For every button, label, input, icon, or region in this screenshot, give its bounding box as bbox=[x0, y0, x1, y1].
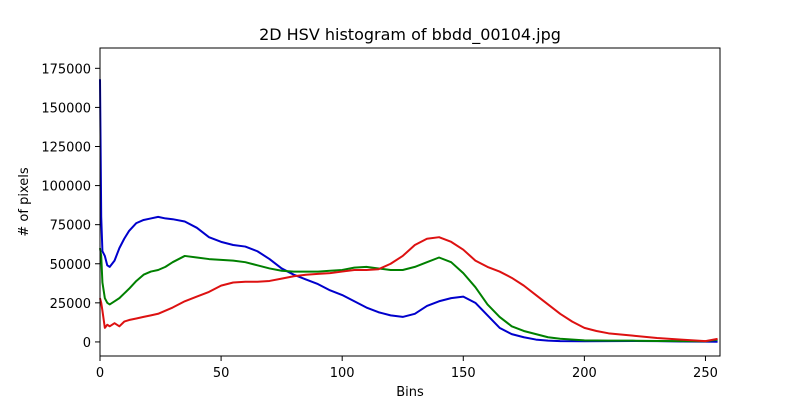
x-tick-label: 50 bbox=[213, 366, 230, 381]
series-line-1 bbox=[99, 79, 718, 343]
plot-frame bbox=[99, 47, 721, 357]
y-tick-label: 50000 bbox=[50, 258, 91, 273]
y-tick-label: 175000 bbox=[41, 62, 91, 77]
x-axis-ticks: 0 50 100 150 200 250 bbox=[96, 356, 718, 381]
x-tick-label: 0 bbox=[96, 366, 104, 381]
y-tick-label: 0 bbox=[83, 336, 91, 351]
series-line-2 bbox=[99, 247, 718, 343]
x-tick-label: 100 bbox=[330, 366, 355, 381]
series-line-3 bbox=[99, 236, 718, 343]
x-tick-label: 250 bbox=[693, 366, 718, 381]
y-axis-label: # of pixels bbox=[17, 167, 32, 236]
x-tick-label: 150 bbox=[451, 366, 476, 381]
y-tick-label: 75000 bbox=[50, 219, 91, 234]
y-tick-label: 100000 bbox=[41, 180, 91, 195]
x-axis-label: Bins bbox=[396, 385, 424, 400]
series-lines bbox=[99, 79, 718, 343]
y-tick-label: 125000 bbox=[41, 140, 91, 155]
chart-title: 2D HSV histogram of bbdd_00104.jpg bbox=[259, 25, 561, 45]
y-tick-label: 25000 bbox=[50, 297, 91, 312]
x-tick-label: 200 bbox=[572, 366, 597, 381]
y-tick-label: 150000 bbox=[41, 101, 91, 116]
y-axis-ticks: 0 25000 50000 75000 100000 125000 150000 175000 bbox=[41, 62, 100, 351]
